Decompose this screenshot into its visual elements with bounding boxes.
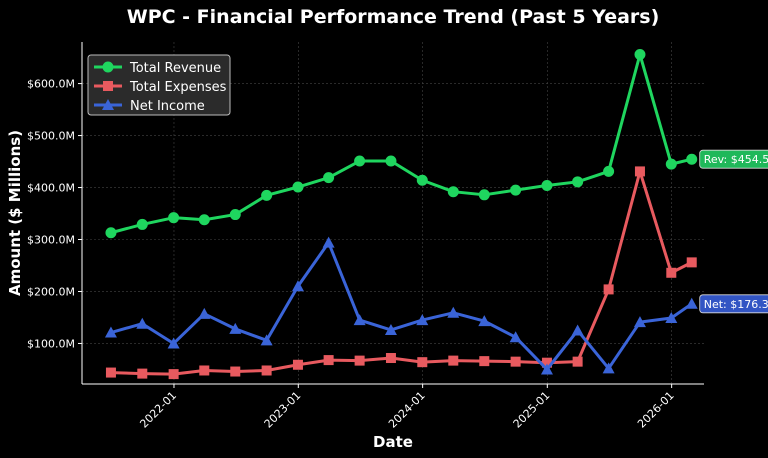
- total-revenue-point: [261, 189, 273, 201]
- total-expenses-point: [417, 357, 428, 368]
- x-tick-label: 2024-01: [386, 389, 428, 431]
- plot-frame: [81, 42, 704, 385]
- net-income-point: [353, 314, 366, 326]
- series-net-income: [104, 236, 698, 375]
- total-expenses-point: [105, 367, 116, 378]
- series-lines: [104, 48, 698, 380]
- legend: Total Revenue Total Expenses Net Income: [87, 54, 231, 116]
- net-income-point: [384, 323, 397, 335]
- y-axis-label: Amount ($ Millions): [6, 130, 24, 296]
- y-tick-label: $200.0M: [27, 285, 75, 298]
- y-tick-label: $600.0M: [27, 78, 75, 91]
- total-expenses-point: [199, 365, 210, 376]
- total-revenue-point: [634, 48, 646, 60]
- y-tick-label: $300.0M: [27, 234, 75, 247]
- net-income-point: [685, 297, 698, 309]
- total-expenses-point: [137, 368, 148, 379]
- net-income-point: [540, 363, 553, 375]
- annotation-label: Rev: $454.5M: [704, 153, 768, 166]
- legend-label-total-revenue: Total Revenue: [129, 61, 221, 76]
- total-revenue-point: [168, 212, 180, 224]
- legend-marker-total-expenses: [103, 81, 113, 91]
- total-expenses-line: [109, 169, 694, 376]
- net-income-point: [416, 314, 429, 326]
- total-expenses-point: [686, 257, 697, 268]
- x-tick-label: 2025-01: [511, 389, 553, 431]
- net-income-point: [571, 324, 584, 336]
- total-expenses-point: [510, 356, 521, 367]
- net-income-point: [260, 334, 273, 346]
- total-expenses-point: [448, 355, 459, 366]
- net-income-point: [167, 337, 180, 349]
- total-expenses-point: [261, 365, 272, 376]
- total-expenses-point: [666, 267, 677, 278]
- total-revenue-point: [603, 165, 615, 177]
- net-income-point: [478, 315, 491, 327]
- annotations: Rev: $454.5M Net: $176.3M: [699, 149, 768, 314]
- net-income-point: [198, 307, 211, 319]
- legend-label-net-income: Net Income: [130, 99, 205, 114]
- net-income-point: [322, 236, 335, 248]
- total-expenses-point: [385, 353, 396, 364]
- total-expenses-point: [634, 166, 645, 177]
- y-tick-label: $100.0M: [27, 337, 75, 350]
- net-income-line: [109, 241, 694, 371]
- total-expenses-point: [572, 356, 583, 367]
- y-axis-ticks: $100.0M $200.0M $300.0M $400.0M $500.0M $600.…: [27, 78, 82, 350]
- total-expenses-point: [323, 355, 334, 366]
- net-income-point: [509, 331, 522, 343]
- y-tick-label: $500.0M: [27, 130, 75, 143]
- legend-box: [87, 54, 231, 116]
- annotation-box: [699, 149, 768, 169]
- total-expenses-point: [168, 369, 179, 380]
- net-income-point: [291, 280, 304, 292]
- total-revenue-point: [323, 172, 335, 184]
- net-income-point: [633, 316, 646, 328]
- legend-label-total-expenses: Total Expenses: [129, 80, 227, 95]
- x-tick-label: 2022-01: [137, 389, 179, 431]
- net-income-point: [229, 322, 242, 334]
- total-revenue-point: [229, 209, 241, 221]
- chart-title: WPC - Financial Performance Trend (Past …: [127, 6, 660, 28]
- total-revenue-point: [385, 155, 397, 167]
- total-revenue-point: [686, 153, 698, 165]
- net-income-point: [447, 306, 460, 318]
- total-revenue-point: [541, 179, 553, 191]
- x-axis-label: Date: [373, 433, 413, 451]
- net-income-point: [104, 326, 117, 338]
- total-expenses-point: [230, 366, 241, 377]
- total-expenses-point: [292, 359, 303, 370]
- total-expenses-point: [479, 356, 490, 367]
- total-expenses-point: [541, 357, 552, 368]
- net-income-point: [602, 362, 615, 374]
- total-expenses-point: [354, 355, 365, 366]
- annotation-label: Net: $176.3M: [704, 298, 768, 311]
- series-total-revenue: [105, 48, 698, 239]
- x-tick-label: 2026-01: [635, 389, 677, 431]
- y-tick-label: $400.0M: [27, 182, 75, 195]
- total-revenue-point: [478, 189, 490, 201]
- total-revenue-point: [198, 214, 210, 226]
- legend-marker-net-income: [102, 99, 114, 110]
- total-revenue-point: [416, 174, 428, 186]
- total-expenses-point: [603, 284, 614, 295]
- x-axis-ticks: 2022-01 2023-01 2024-01 2025-01 2026-01: [137, 384, 677, 431]
- total-revenue-point: [572, 176, 584, 188]
- total-revenue-point: [354, 155, 366, 167]
- total-revenue-point: [665, 158, 677, 170]
- total-revenue-point: [510, 184, 522, 196]
- annotation-box: [699, 294, 768, 314]
- x-tick-label: 2023-01: [262, 389, 304, 431]
- net-income-point: [665, 311, 678, 323]
- total-revenue-point: [105, 227, 117, 239]
- net-income-point: [136, 317, 149, 329]
- series-total-expenses: [105, 166, 697, 380]
- total-revenue-point: [292, 181, 304, 193]
- total-revenue-point: [447, 186, 459, 198]
- total-revenue-point: [136, 218, 148, 230]
- legend-marker-total-revenue: [102, 61, 114, 73]
